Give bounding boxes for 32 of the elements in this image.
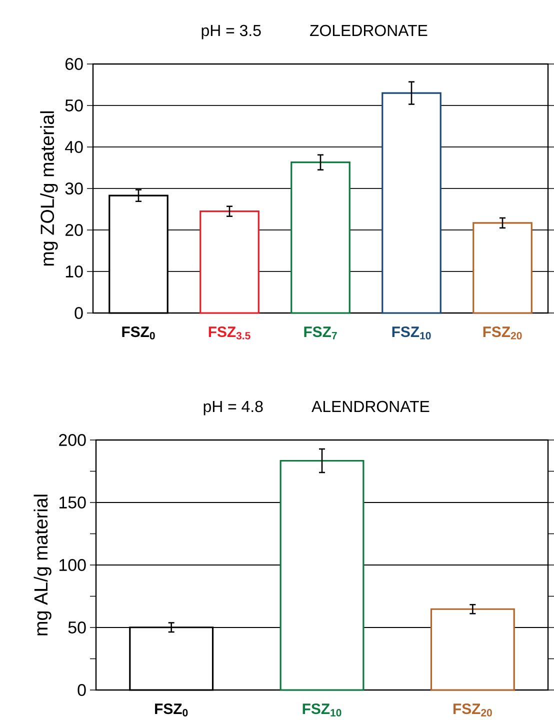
y-tick-label: 30 xyxy=(65,182,83,194)
y-tick-label: 150 xyxy=(59,496,86,508)
y-tick-label: 40 xyxy=(64,140,83,153)
bar xyxy=(280,460,364,691)
y-axis-title: mg AL/g material xyxy=(34,494,52,636)
chart-title: ZOLEDRONATE xyxy=(310,24,428,36)
y-tick-label: 50 xyxy=(68,622,86,634)
x-tick-label: FSZ$_{20}$ xyxy=(453,704,492,716)
x-tick-label: FSZ$_{0}$ xyxy=(122,326,155,340)
bar xyxy=(472,222,532,314)
y-tick-label: 0 xyxy=(74,306,83,319)
x-tick-label: FSZ$_{10}$ xyxy=(302,704,342,716)
chart-title: ALENDRONATE xyxy=(311,400,430,412)
x-tick-label: FSZ$_{7}$ xyxy=(304,326,337,340)
y-tick-label: 60 xyxy=(65,58,83,70)
y-tick-label: 10 xyxy=(66,265,83,278)
x-tick-label: FSZ$_{0}$ xyxy=(154,704,188,716)
y-tick-label: 100 xyxy=(59,559,86,571)
chart-subtitle: pH = 3.5 xyxy=(202,24,261,40)
x-tick-label: FSZ$_{3.5}$ xyxy=(208,326,250,340)
bar xyxy=(381,92,442,314)
x-tick-label: FSZ$_{10}$ xyxy=(392,326,431,340)
bar xyxy=(199,210,260,314)
chart-subtitle: pH = 4.8 xyxy=(204,400,263,416)
y-tick-label: 20 xyxy=(65,224,83,236)
bar xyxy=(290,162,350,314)
y-tick-label: 50 xyxy=(65,99,83,112)
x-tick-label: FSZ$_{20}$ xyxy=(483,326,522,340)
bar xyxy=(430,608,515,691)
y-tick-label: 200 xyxy=(58,434,86,446)
y-tick-label: 0 xyxy=(78,684,86,696)
y-axis-title: mg ZOL/g material xyxy=(40,111,58,266)
